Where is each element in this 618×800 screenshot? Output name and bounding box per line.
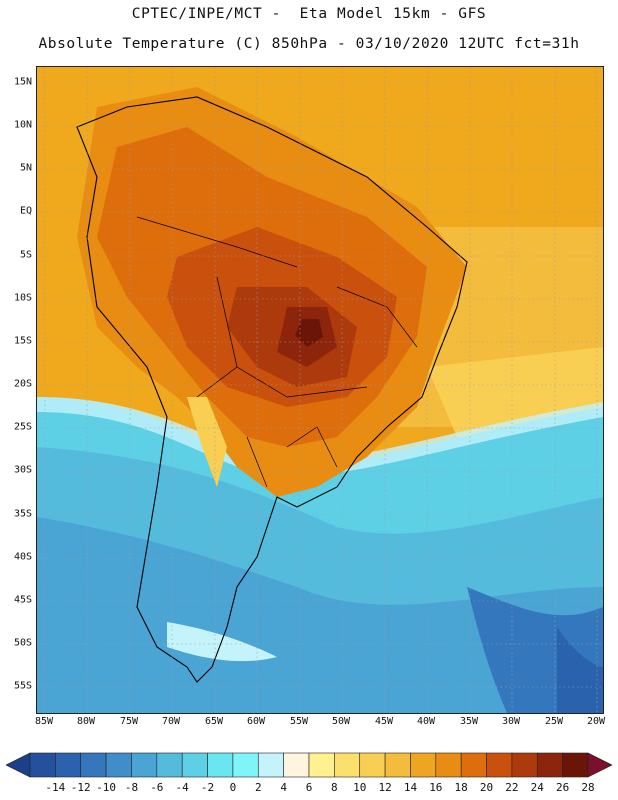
color-legend (6, 752, 612, 778)
legend-swatch (80, 752, 107, 778)
legend-swatch (536, 752, 563, 778)
legend-label: 20 (479, 781, 494, 794)
lon-label: 85W (34, 716, 54, 727)
lon-label: 75W (119, 716, 139, 727)
legend-label: -8 (124, 781, 139, 794)
legend-label: 14 (403, 781, 418, 794)
legend-label: 18 (454, 781, 468, 794)
chart-title: CPTEC/INPE/MCT - Eta Model 15km - GFS (131, 6, 487, 22)
legend-swatch (435, 752, 462, 778)
legend-label: -6 (150, 781, 164, 794)
lat-label: 55S (13, 680, 32, 692)
lat-label: 35S (13, 508, 32, 520)
lat-label: 50S (13, 637, 32, 649)
andes-cold-strip (187, 397, 227, 487)
legend-underflow-triangle (6, 752, 31, 778)
legend-label: 16 (429, 781, 443, 794)
legend-label: 26 (556, 781, 570, 794)
legend-label: -14 (45, 781, 66, 794)
legend-swatch (181, 752, 208, 778)
legend-label: 0 (229, 781, 237, 794)
lat-label: 25S (13, 421, 32, 433)
legend-swatch (55, 752, 82, 778)
lat-label: 15N (13, 76, 32, 88)
legend-label: 6 (305, 781, 313, 794)
continent-warmest (295, 319, 323, 347)
lat-label: 20S (13, 378, 32, 390)
coastline (76, 96, 468, 683)
chart-subtitle: Absolute Temperature (C) 850hPa - 03/10/… (38, 36, 580, 52)
southern-band-coldest (557, 627, 603, 713)
legend-swatch (29, 752, 56, 778)
country-borders (136, 216, 418, 488)
lon-label: 80W (76, 716, 96, 727)
legend-swatch (359, 752, 386, 778)
lon-label: 20W (586, 716, 606, 727)
legend-label: 24 (530, 781, 544, 794)
legend-label: -4 (175, 781, 189, 794)
lon-label: 25W (544, 716, 564, 727)
lon-label: 35W (459, 716, 479, 727)
legend-swatch (232, 752, 259, 778)
legend-swatch (131, 752, 158, 778)
legend-label: 22 (505, 781, 519, 794)
legend-label: 10 (353, 781, 367, 794)
lat-label: 5N (19, 162, 32, 174)
legend-label: 12 (378, 781, 392, 794)
lat-label: 45S (13, 594, 32, 606)
legend-label: 28 (581, 781, 595, 794)
legend-swatch (384, 752, 411, 778)
lat-label: 5S (19, 249, 32, 261)
lon-label: 30W (501, 716, 521, 727)
lon-label: 60W (246, 716, 266, 727)
legend-label: 2 (254, 781, 262, 794)
legend-label: -2 (200, 781, 215, 794)
legend-swatch (460, 752, 487, 778)
lat-label: EQ (19, 205, 32, 217)
legend-label: -10 (96, 781, 117, 794)
temperature-map (36, 66, 604, 714)
legend-label: -12 (70, 781, 91, 794)
lon-label: 70W (161, 716, 181, 727)
lon-label: 45W (374, 716, 394, 727)
legend-label: 4 (280, 781, 287, 794)
legend-swatch (105, 752, 132, 778)
lon-label: 50W (331, 716, 351, 727)
lon-label: 65W (204, 716, 224, 727)
lat-label: 10S (13, 292, 32, 304)
legend-swatch (308, 752, 335, 778)
legend-swatch (283, 752, 310, 778)
lon-label: 55W (289, 716, 309, 727)
lat-label: 10N (13, 119, 32, 131)
legend-swatch (486, 752, 513, 778)
lon-label: 40W (416, 716, 436, 727)
lat-label: 40S (13, 551, 32, 563)
legend-swatch (511, 752, 538, 778)
legend-swatch (156, 752, 183, 778)
legend-swatch (207, 752, 234, 778)
legend-label: 8 (331, 781, 338, 794)
southern-band-mid (37, 517, 603, 713)
legend-swatch (334, 752, 361, 778)
lat-label: 15S (13, 335, 32, 347)
legend-swatch (562, 752, 589, 778)
lat-label: 30S (13, 464, 32, 476)
legend-swatch (410, 752, 437, 778)
legend-swatch (257, 752, 284, 778)
legend-overflow-triangle (587, 752, 612, 778)
